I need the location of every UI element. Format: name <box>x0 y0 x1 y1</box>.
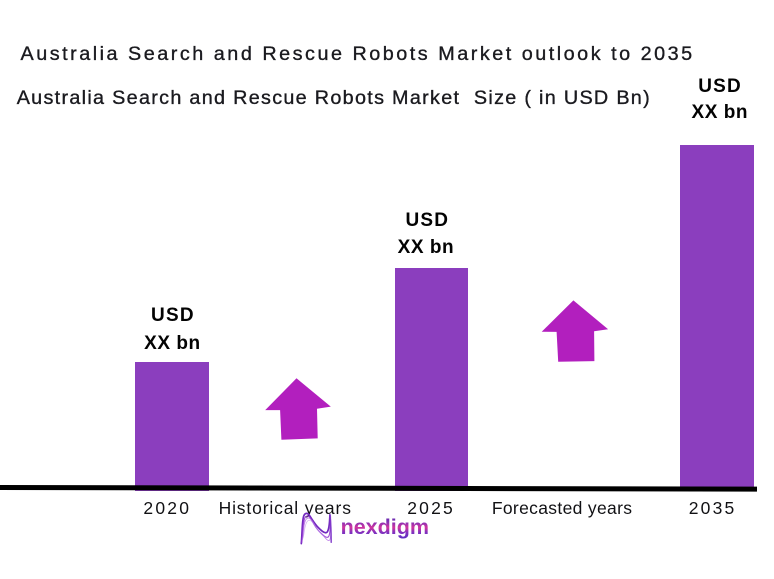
svg-text:nexdigm: nexdigm <box>341 515 429 539</box>
